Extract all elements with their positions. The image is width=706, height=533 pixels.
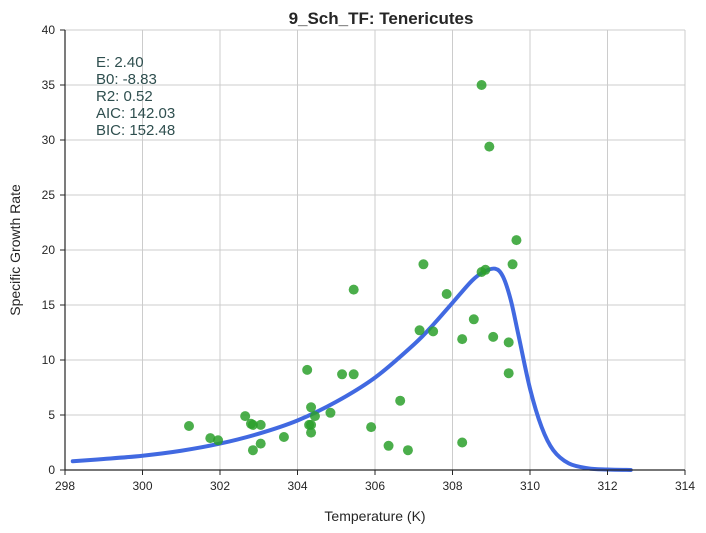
x-tick-label: 306: [365, 479, 385, 493]
data-point: [337, 369, 348, 380]
x-tick-label: 300: [132, 479, 152, 493]
data-point: [507, 259, 518, 270]
data-point: [255, 419, 266, 430]
x-axis-label: Temperature (K): [324, 508, 425, 524]
data-point: [247, 445, 258, 456]
chart-title: 9_Sch_TF: Tenericutes: [289, 9, 474, 28]
y-axis-label: Specific Growth Rate: [7, 184, 23, 316]
data-point: [484, 141, 495, 152]
y-tick-label: 30: [42, 133, 56, 147]
data-point: [383, 440, 394, 451]
data-point: [414, 325, 425, 336]
stat-bic: BIC: 152.48: [96, 122, 175, 139]
fit-curve: [70, 266, 633, 472]
x-tick-labels: 298 300 302 304 306 308 310 312 314: [55, 479, 695, 493]
x-tick-label: 298: [55, 479, 75, 493]
data-point: [503, 368, 514, 379]
data-point: [418, 259, 429, 270]
data-point: [395, 395, 406, 406]
data-point: [441, 289, 452, 299]
data-point: [309, 411, 320, 422]
data-point: [511, 235, 522, 246]
data-point: [184, 421, 194, 431]
data-point: [488, 331, 499, 342]
y-tick-label: 35: [42, 78, 56, 92]
data-point: [255, 438, 266, 449]
stat-r2: R2: 0.52: [96, 88, 153, 105]
stat-e: E: 2.40: [96, 54, 144, 71]
data-point: [278, 432, 289, 442]
data-point: [302, 364, 313, 375]
y-tick-label: 10: [42, 353, 56, 367]
data-point: [457, 437, 468, 448]
axes: [60, 29, 686, 475]
data-point: [306, 427, 317, 438]
x-tick-label: 310: [520, 479, 540, 493]
stat-aic: AIC: 142.03: [96, 105, 175, 122]
gridlines: [64, 29, 686, 471]
data-point: [213, 435, 224, 446]
y-tick-label: 20: [42, 243, 56, 257]
y-tick-label: 25: [42, 188, 56, 202]
data-point: [476, 80, 487, 90]
data-point: [325, 407, 336, 418]
x-tick-label: 314: [675, 479, 695, 493]
fit-statistics: E: 2.40 B0: -8.83 R2: 0.52 AIC: 142.03 B…: [96, 54, 175, 139]
stat-b0: B0: -8.83: [96, 71, 157, 88]
data-point: [428, 326, 439, 337]
data-point: [205, 433, 216, 444]
x-tick-label: 302: [210, 479, 230, 493]
data-point: [348, 369, 359, 380]
y-tick-label: 0: [48, 463, 55, 477]
data-points-layer: [184, 80, 522, 456]
data-point: [348, 284, 359, 295]
data-point: [457, 334, 468, 345]
y-tick-label: 40: [42, 23, 56, 37]
data-point: [306, 419, 317, 430]
y-tick-labels: 0 5 10 15 20 25 30 35 40: [42, 23, 56, 477]
x-tick-label: 312: [597, 479, 617, 493]
data-point: [366, 422, 377, 433]
data-point: [247, 419, 258, 430]
data-point: [503, 337, 514, 348]
y-tick-label: 15: [42, 298, 56, 312]
data-point: [402, 445, 413, 456]
fit-curve-layer: [70, 266, 633, 472]
data-point: [468, 314, 479, 325]
data-point: [480, 264, 491, 275]
y-tick-label: 5: [48, 408, 55, 422]
x-tick-label: 308: [442, 479, 462, 493]
x-tick-label: 304: [287, 479, 307, 493]
data-point: [306, 402, 317, 413]
data-point: [240, 411, 251, 422]
